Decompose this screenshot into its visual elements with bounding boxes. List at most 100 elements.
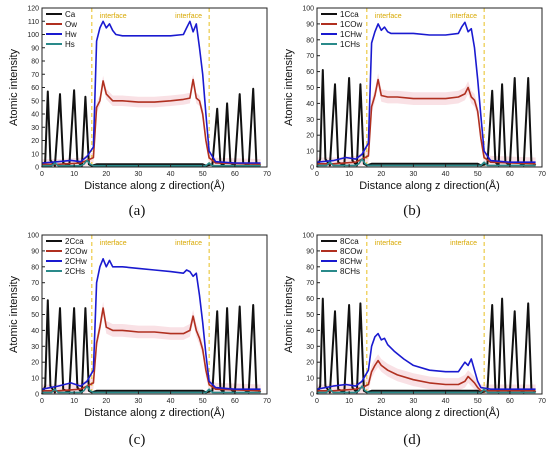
series-line-Hw bbox=[41, 20, 261, 164]
legend-label: 1CHs bbox=[340, 40, 360, 49]
y-tick-label: 10 bbox=[306, 149, 314, 156]
x-tick-label: 60 bbox=[506, 171, 514, 178]
y-tick-label: 10 bbox=[306, 376, 314, 383]
y-tick-label: 30 bbox=[306, 117, 314, 124]
series-line-1CHw bbox=[316, 21, 536, 163]
x-axis-label: Distance along z direction(Å) bbox=[359, 179, 500, 192]
y-axis-label: Atomic intensity bbox=[8, 275, 20, 353]
x-tick-label: 10 bbox=[70, 171, 78, 178]
x-axis-label: Distance along z direction(Å) bbox=[359, 406, 500, 419]
x-tick-label: 20 bbox=[377, 398, 385, 405]
y-tick-label: 0 bbox=[310, 165, 314, 172]
y-tick-label: 100 bbox=[302, 233, 314, 240]
y-tick-label: 30 bbox=[306, 344, 314, 351]
series-line-2CHw bbox=[41, 258, 261, 390]
y-tick-label: 50 bbox=[31, 98, 39, 105]
series-line-1COw bbox=[317, 78, 536, 165]
series-line-2CHs bbox=[42, 385, 261, 394]
series-line-2COw bbox=[42, 307, 261, 392]
series-line-8Cca bbox=[316, 297, 537, 395]
y-tick-label: 20 bbox=[31, 138, 39, 145]
y-tick-label: 70 bbox=[306, 280, 314, 287]
legend-label: Ow bbox=[65, 20, 77, 29]
y-tick-label: 100 bbox=[27, 32, 39, 39]
x-tick-label: 0 bbox=[315, 398, 319, 405]
legend-label: 2Cca bbox=[65, 237, 84, 246]
y-tick-label: 80 bbox=[306, 264, 314, 271]
x-tick-label: 30 bbox=[410, 398, 418, 405]
x-tick-label: 60 bbox=[231, 398, 239, 405]
y-tick-label: 50 bbox=[31, 312, 39, 319]
error-band bbox=[317, 354, 536, 394]
legend-label: 1COw bbox=[340, 20, 362, 29]
interface-label: interface bbox=[100, 13, 127, 20]
x-tick-label: 50 bbox=[199, 171, 207, 178]
caption-b: (b) bbox=[403, 203, 421, 219]
series-line-Ow bbox=[42, 78, 261, 166]
y-tick-label: 20 bbox=[306, 360, 314, 367]
y-tick-label: 0 bbox=[35, 392, 39, 399]
series-line-Ca bbox=[41, 87, 262, 168]
x-tick-label: 60 bbox=[231, 171, 239, 178]
legend-label: Hw bbox=[65, 30, 77, 39]
y-tick-label: 80 bbox=[306, 37, 314, 44]
error-band bbox=[317, 73, 536, 167]
legend-label: 2COw bbox=[65, 247, 87, 256]
caption-a: (a) bbox=[128, 203, 146, 219]
y-tick-label: 70 bbox=[31, 72, 39, 79]
series-line-Hs bbox=[42, 159, 261, 167]
x-tick-label: 40 bbox=[442, 171, 450, 178]
interface-label: interface bbox=[175, 240, 202, 247]
x-tick-label: 10 bbox=[70, 398, 78, 405]
x-tick-label: 10 bbox=[345, 171, 353, 178]
interface-label: interface bbox=[450, 13, 477, 20]
y-tick-label: 60 bbox=[306, 69, 314, 76]
chart-panel-d: interface interface 0 10 20 30 40 50 60 70 0 10 20 30… bbox=[275, 227, 550, 454]
y-tick-label: 20 bbox=[306, 133, 314, 140]
x-tick-label: 30 bbox=[135, 398, 143, 405]
y-tick-label: 30 bbox=[31, 125, 39, 132]
x-tick-label: 70 bbox=[263, 171, 271, 178]
x-tick-label: 40 bbox=[167, 171, 175, 178]
x-tick-label: 0 bbox=[40, 171, 44, 178]
x-axis-label: Distance along z direction(Å) bbox=[84, 179, 225, 192]
chart-a: interface interface 0 10 20 30 40 50 60 70 0 10 20 30… bbox=[8, 6, 271, 193]
y-tick-label: 10 bbox=[31, 151, 39, 158]
chart-b: interface interface 0 10 20 30 40 50 60 70 0 10 20 30… bbox=[283, 6, 546, 193]
x-tick-label: 0 bbox=[315, 171, 319, 178]
interface-label: interface bbox=[450, 240, 477, 247]
x-tick-label: 50 bbox=[474, 398, 482, 405]
legend-label: 8CHs bbox=[340, 267, 360, 276]
x-tick-label: 10 bbox=[345, 398, 353, 405]
y-tick-label: 100 bbox=[302, 6, 314, 13]
series-line-8CHs bbox=[317, 385, 536, 394]
interface-label: interface bbox=[175, 13, 202, 20]
y-tick-label: 60 bbox=[31, 85, 39, 92]
legend-label: 8COw bbox=[340, 247, 362, 256]
y-tick-label: 50 bbox=[306, 85, 314, 92]
interface-label: interface bbox=[375, 240, 402, 247]
legend-label: 1CHw bbox=[340, 30, 362, 39]
x-tick-label: 70 bbox=[538, 398, 546, 405]
chart-d: interface interface 0 10 20 30 40 50 60 70 0 10 20 30… bbox=[283, 233, 546, 420]
legend-label: Ca bbox=[65, 10, 76, 19]
y-tick-label: 100 bbox=[27, 233, 39, 240]
y-tick-label: 120 bbox=[27, 6, 39, 13]
x-tick-label: 40 bbox=[442, 398, 450, 405]
y-tick-label: 70 bbox=[31, 280, 39, 287]
series-line-8CHw bbox=[316, 332, 536, 390]
interface-label: interface bbox=[100, 240, 127, 247]
y-tick-label: 50 bbox=[306, 312, 314, 319]
chart-c: interface interface 0 10 20 30 40 50 60 70 0 10 20 30… bbox=[8, 233, 271, 420]
chart-panel-a: interface interface 0 10 20 30 40 50 60 70 0 10 20 30… bbox=[0, 0, 275, 227]
x-tick-label: 30 bbox=[410, 171, 418, 178]
y-tick-label: 40 bbox=[306, 328, 314, 335]
x-tick-label: 20 bbox=[102, 171, 110, 178]
y-tick-label: 0 bbox=[35, 165, 39, 172]
x-tick-label: 30 bbox=[135, 171, 143, 178]
y-tick-label: 40 bbox=[31, 112, 39, 119]
x-tick-label: 20 bbox=[102, 398, 110, 405]
y-tick-label: 70 bbox=[306, 53, 314, 60]
legend-label: 2CHs bbox=[65, 267, 85, 276]
y-tick-label: 80 bbox=[31, 59, 39, 66]
